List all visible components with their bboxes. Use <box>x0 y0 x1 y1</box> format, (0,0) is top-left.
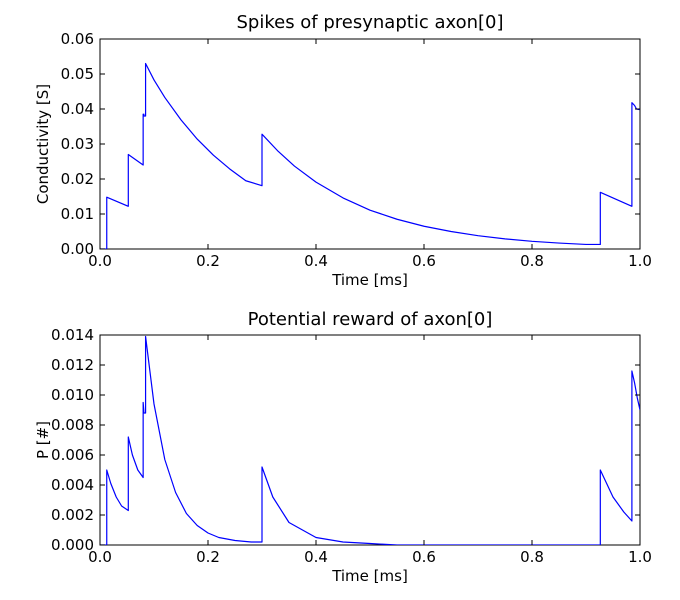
bottom-xtick-label: 0.2 <box>196 548 220 566</box>
top-chart-title: Spikes of presynaptic axon[0] <box>236 12 503 33</box>
bottom-ytick-label: 0.010 <box>51 386 94 404</box>
bottom-xtick-label: 0.6 <box>412 548 436 566</box>
top-xtick-label: 0.4 <box>304 252 328 270</box>
top-chart-xlabel: Time [ms] <box>331 271 408 289</box>
top-xtick-label: 0.6 <box>412 252 436 270</box>
top-xtick-label: 0.8 <box>520 252 544 270</box>
bottom-xtick-label: 1.0 <box>628 548 652 566</box>
bottom-xtick-label: 0.8 <box>520 548 544 566</box>
top-ytick-label: 0.05 <box>61 65 94 83</box>
bottom-ytick-label: 0.002 <box>51 506 94 524</box>
top-ytick-label: 0.00 <box>61 240 94 258</box>
top-ytick-label: 0.02 <box>61 170 94 188</box>
bottom-chart-ylabel: P [#] <box>34 421 52 459</box>
bottom-chart-xlabel: Time [ms] <box>331 567 408 585</box>
top-xtick-label: 0.0 <box>88 252 112 270</box>
top-chart-ylabel: Conductivity [S] <box>34 84 52 204</box>
bottom-xtick-label: 0.4 <box>304 548 328 566</box>
bottom-ytick-label: 0.012 <box>51 356 94 374</box>
top-ytick-label: 0.06 <box>61 30 94 48</box>
bottom-xtick-label: 0.0 <box>88 548 112 566</box>
top-chart-series-line <box>100 62 640 249</box>
top-ytick-label: 0.03 <box>61 135 94 153</box>
top-xtick-label: 0.2 <box>196 252 220 270</box>
top-xtick-label: 1.0 <box>628 252 652 270</box>
bottom-ytick-label: 0.006 <box>51 446 94 464</box>
top-ytick-label: 0.04 <box>61 100 94 118</box>
bottom-ytick-label: 0.014 <box>51 326 94 344</box>
bottom-chart-frame <box>99 334 641 546</box>
bottom-ytick-label: 0.000 <box>51 536 94 554</box>
bottom-chart-series-line <box>100 335 640 545</box>
bottom-ytick-label: 0.004 <box>51 476 94 494</box>
top-chart-frame <box>99 38 641 250</box>
top-ytick-label: 0.01 <box>61 205 94 223</box>
bottom-ytick-label: 0.008 <box>51 416 94 434</box>
charts: 0.0 0.2 0.4 0.6 0.8 1.0 0.00 0.01 0.02 0.03 0.04 0.… <box>34 12 652 585</box>
bottom-chart-title: Potential reward of axon[0] <box>248 309 493 330</box>
top-chart: 0.0 0.2 0.4 0.6 0.8 1.0 0.00 0.01 0.02 0.03 0.04 0.… <box>34 12 652 289</box>
bottom-chart: 0.0 0.2 0.4 0.6 0.8 1.0 0.000 0.002 0.004 0.006 0.… <box>34 309 652 585</box>
